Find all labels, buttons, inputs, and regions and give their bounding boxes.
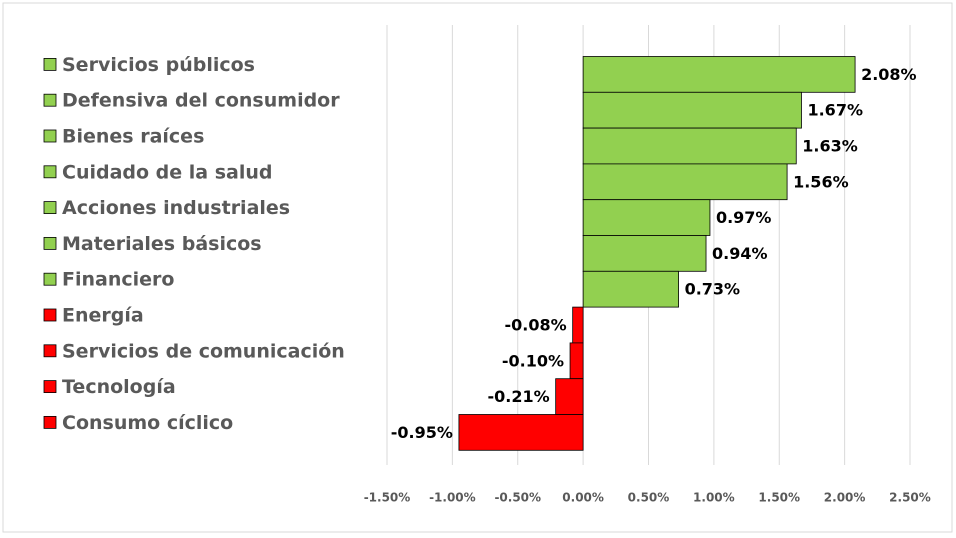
value-label: -0.10% [502, 351, 564, 370]
value-label: 0.94% [712, 244, 768, 263]
bar [582, 91, 802, 129]
category-label: Consumo cíclico [62, 412, 233, 434]
category-label: Tecnología [62, 376, 176, 398]
legend-swatch [43, 380, 57, 394]
legend-swatch [43, 236, 57, 250]
value-label: -0.95% [391, 423, 453, 442]
legend-swatch [43, 58, 57, 71]
x-tick-label: 2.00% [824, 491, 866, 505]
bar [582, 199, 711, 236]
bar [569, 342, 584, 380]
bar [555, 378, 584, 415]
category-label: Servicios públicos [62, 54, 255, 76]
x-tick-label: 0.50% [628, 491, 670, 505]
bar [582, 127, 797, 165]
category-label: Materiales básicos [62, 233, 262, 255]
value-label: 0.97% [716, 208, 772, 227]
x-tick-label: -0.50% [494, 491, 541, 505]
legend-swatch [43, 201, 57, 215]
bar [582, 163, 788, 201]
legend-swatch [43, 415, 57, 429]
value-label: -0.21% [488, 387, 550, 406]
bar [582, 56, 856, 93]
x-tick-label: 1.00% [693, 491, 735, 505]
value-label: 1.63% [802, 137, 858, 156]
category-label: Bienes raíces [62, 126, 204, 148]
value-label: 2.08% [861, 65, 917, 84]
legend-swatch [43, 165, 57, 179]
bar [458, 414, 584, 451]
bar [572, 306, 584, 344]
bar [582, 235, 707, 272]
bar [582, 270, 679, 308]
x-tick-label: -1.00% [429, 491, 476, 505]
value-label: 1.67% [807, 101, 863, 120]
x-tick-label: 0.00% [562, 491, 604, 505]
category-label: Acciones industriales [62, 197, 290, 219]
value-label: -0.08% [505, 316, 567, 335]
category-label: Defensiva del consumidor [62, 90, 340, 112]
legend-swatch [43, 272, 57, 286]
legend-swatch [43, 129, 57, 143]
category-label: Financiero [62, 269, 174, 291]
legend-swatch [43, 93, 57, 107]
x-tick-label: 2.50% [889, 491, 931, 505]
x-tick-label: -1.50% [364, 491, 411, 505]
category-label: Energía [62, 305, 144, 327]
category-label: Cuidado de la salud [62, 161, 273, 183]
legend-swatch [43, 308, 57, 322]
x-tick-label: 1.50% [758, 491, 800, 505]
category-label: Servicios de comunicación [62, 340, 345, 362]
value-label: 0.73% [685, 280, 741, 299]
legend-swatch [43, 344, 57, 358]
value-label: 1.56% [793, 172, 849, 191]
